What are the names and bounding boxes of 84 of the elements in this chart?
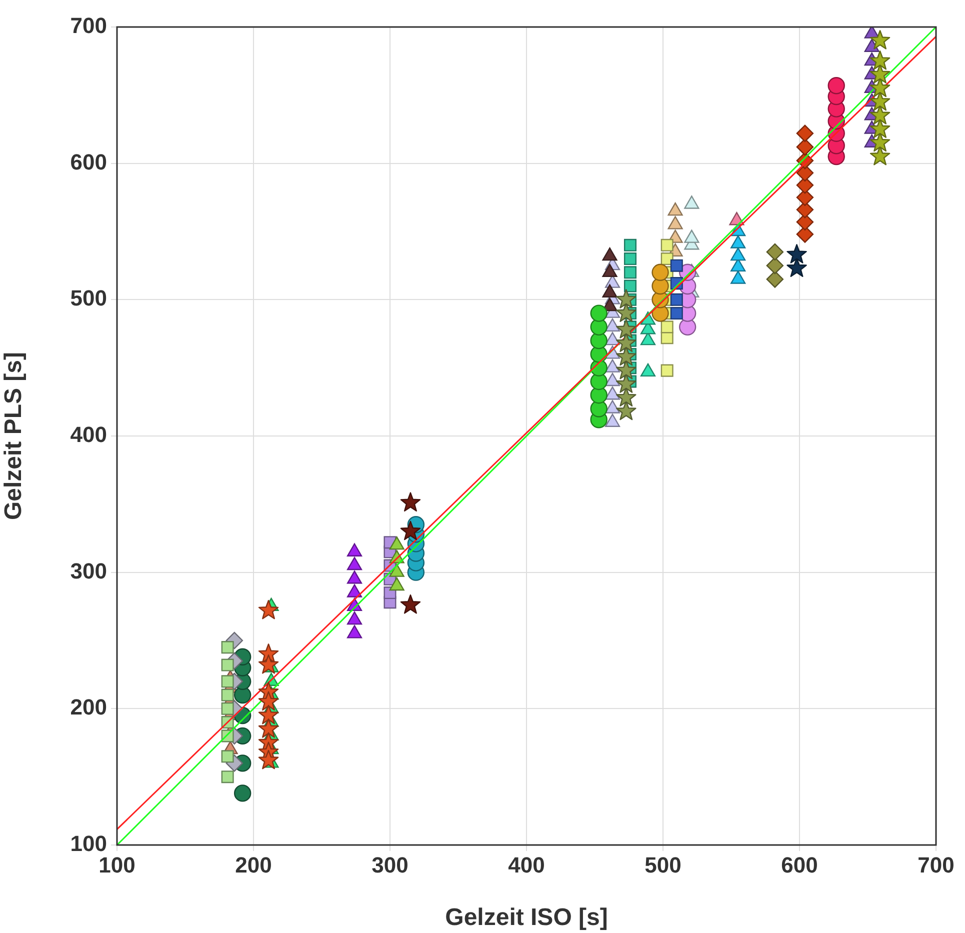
- point: [616, 332, 636, 352]
- point: [221, 641, 234, 654]
- point: [870, 146, 890, 166]
- y-tick-label: 400: [70, 422, 107, 448]
- point: [258, 704, 279, 724]
- point: [870, 132, 890, 152]
- point: [766, 243, 784, 261]
- point: [616, 302, 636, 322]
- point: [786, 244, 807, 264]
- point: [400, 594, 421, 614]
- point: [604, 386, 620, 400]
- point: [602, 284, 618, 298]
- point: [604, 372, 620, 386]
- point: [258, 654, 279, 674]
- point: [616, 400, 636, 420]
- point: [766, 256, 784, 274]
- point: [221, 750, 234, 763]
- y-tick-label: 300: [70, 558, 107, 584]
- point: [766, 270, 784, 288]
- x-tick-label: 600: [781, 852, 818, 878]
- point: [258, 750, 279, 770]
- point: [796, 138, 814, 156]
- point: [624, 238, 636, 252]
- x-tick-label: 400: [508, 852, 545, 878]
- point: [624, 280, 636, 292]
- point: [604, 400, 620, 414]
- point: [640, 363, 656, 377]
- point: [670, 259, 683, 272]
- point: [616, 289, 636, 308]
- point: [624, 266, 636, 279]
- x-tick-label: 300: [372, 852, 408, 878]
- point: [796, 124, 814, 142]
- point: [870, 118, 890, 138]
- point: [590, 304, 608, 322]
- point: [258, 600, 279, 620]
- point: [870, 64, 890, 84]
- point: [684, 230, 700, 243]
- point: [258, 718, 279, 738]
- x-tick-label: 200: [235, 852, 272, 878]
- point: [870, 78, 890, 98]
- point: [602, 264, 618, 277]
- point: [668, 216, 683, 230]
- point: [602, 247, 618, 261]
- point: [684, 196, 700, 209]
- y-tick-label: 700: [70, 13, 107, 38]
- point: [604, 359, 620, 372]
- point: [624, 252, 636, 266]
- point: [221, 770, 234, 784]
- point: [870, 30, 890, 50]
- point: [258, 691, 279, 711]
- point: [400, 520, 421, 540]
- y-tick-label: 500: [70, 286, 107, 311]
- point: [730, 270, 746, 284]
- y-tick-label: 200: [70, 694, 107, 720]
- point: [870, 105, 890, 124]
- x-tick-label: 700: [918, 852, 954, 878]
- point: [604, 318, 620, 332]
- y-tick-label: 600: [70, 149, 107, 174]
- point: [400, 492, 421, 512]
- point: [870, 91, 890, 111]
- point: [221, 658, 234, 672]
- point: [221, 688, 234, 702]
- point: [730, 247, 746, 261]
- point: [616, 360, 636, 380]
- point: [668, 202, 683, 216]
- point: [660, 364, 674, 377]
- point: [652, 264, 669, 281]
- point: [730, 235, 746, 248]
- point: [660, 238, 674, 252]
- point: [828, 77, 845, 94]
- y-axis-title: Gelzeit PLS [s]: [0, 352, 28, 520]
- point: [864, 38, 880, 52]
- point: [670, 307, 683, 320]
- point: [234, 784, 252, 802]
- x-axis-title: Gelzeit ISO [s]: [445, 904, 608, 932]
- point: [670, 293, 683, 306]
- point: [870, 50, 890, 70]
- point: [221, 675, 234, 688]
- point: [660, 320, 674, 334]
- point: [616, 374, 636, 393]
- x-tick-label: 500: [644, 852, 682, 878]
- point: [616, 319, 636, 338]
- point: [616, 346, 636, 366]
- point: [221, 702, 234, 715]
